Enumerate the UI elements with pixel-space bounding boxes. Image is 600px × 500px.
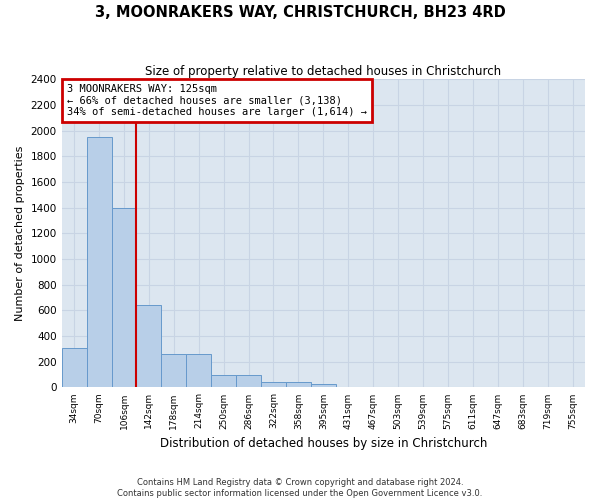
Bar — [161, 354, 186, 388]
Text: 3 MOONRAKERS WAY: 125sqm
← 66% of detached houses are smaller (3,138)
34% of sem: 3 MOONRAKERS WAY: 125sqm ← 66% of detach… — [67, 84, 367, 117]
Bar — [261, 382, 286, 388]
Bar — [311, 384, 336, 388]
Text: 3, MOONRAKERS WAY, CHRISTCHURCH, BH23 4RD: 3, MOONRAKERS WAY, CHRISTCHURCH, BH23 4R… — [95, 5, 505, 20]
Bar — [236, 374, 261, 388]
Bar — [136, 305, 161, 388]
Title: Size of property relative to detached houses in Christchurch: Size of property relative to detached ho… — [145, 65, 502, 78]
Bar — [286, 382, 311, 388]
Y-axis label: Number of detached properties: Number of detached properties — [15, 146, 25, 321]
Bar — [186, 354, 211, 388]
X-axis label: Distribution of detached houses by size in Christchurch: Distribution of detached houses by size … — [160, 437, 487, 450]
Text: Contains HM Land Registry data © Crown copyright and database right 2024.
Contai: Contains HM Land Registry data © Crown c… — [118, 478, 482, 498]
Bar — [112, 208, 136, 388]
Bar — [86, 137, 112, 388]
Bar — [62, 348, 86, 388]
Bar — [211, 374, 236, 388]
